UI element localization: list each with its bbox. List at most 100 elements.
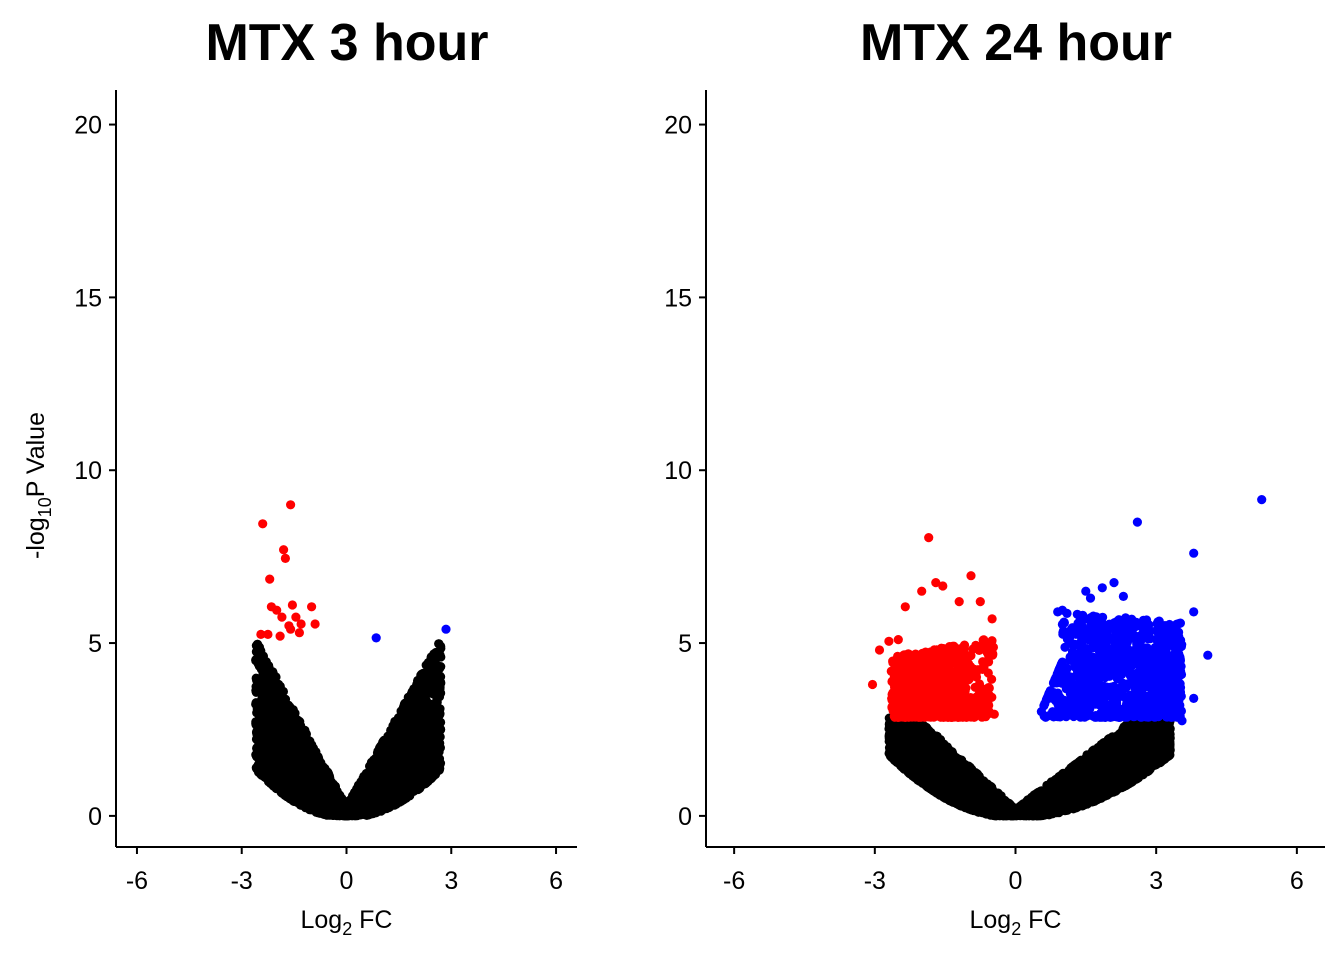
point-ns [329, 786, 339, 796]
x-axis-label: Log2 FC [300, 906, 392, 939]
point-ns [419, 733, 429, 743]
point-ns [391, 730, 401, 740]
point-ns [392, 742, 402, 752]
panel-title: MTX 3 hour [205, 14, 488, 72]
x-tick-label: 0 [340, 867, 354, 895]
point-ns [252, 639, 263, 650]
point-down [296, 619, 306, 629]
point-ns [376, 750, 386, 760]
point-ns [410, 695, 420, 705]
point-ns [286, 734, 296, 744]
y-tick-label: 0 [88, 803, 102, 831]
point-ns [268, 667, 278, 677]
point-ns [382, 798, 392, 808]
point-ns [312, 772, 322, 782]
point-ns [297, 738, 307, 748]
point-ns [284, 770, 294, 781]
point-ns [426, 669, 436, 679]
point-ns [407, 687, 417, 697]
point-ns [305, 791, 315, 802]
point-ns [270, 747, 280, 757]
point-down [263, 629, 273, 640]
point-ns [336, 808, 346, 818]
point-ns [266, 689, 276, 699]
point-ns [337, 796, 347, 806]
point-down [275, 631, 285, 641]
x-tick-label: -6 [126, 867, 148, 895]
point-ns [307, 740, 317, 750]
point-ns [401, 707, 412, 717]
point-ns [436, 662, 446, 672]
point-ns [294, 724, 304, 735]
point-ns [269, 713, 279, 723]
point-ns [347, 796, 357, 806]
y-tick-label: 10 [74, 457, 102, 485]
point-ns [274, 679, 284, 690]
point-ns [311, 751, 321, 761]
point-ns [405, 764, 415, 774]
point-ns [279, 758, 289, 768]
point-ns [257, 658, 267, 668]
point-ns [421, 678, 431, 688]
point-down [258, 519, 268, 529]
point-down [286, 500, 296, 510]
point-ns [428, 768, 438, 779]
y-tick-label: 20 [74, 112, 102, 140]
point-ns [392, 757, 402, 768]
x-tick-label: -3 [231, 867, 253, 895]
point-ns [435, 671, 445, 681]
point-ns [391, 795, 401, 805]
point-ns [373, 801, 383, 811]
point-down [294, 628, 304, 638]
point-down [277, 612, 287, 622]
point-ns [375, 761, 385, 772]
point-ns [369, 773, 379, 783]
point-ns [425, 699, 435, 709]
point-ns [251, 673, 261, 683]
point-ns [433, 737, 443, 748]
y-tick-label: 15 [74, 284, 102, 312]
point-ns [384, 743, 394, 753]
point-ns [274, 697, 284, 707]
point-down [310, 619, 320, 629]
point-ns [432, 689, 442, 699]
point-ns [419, 719, 429, 729]
point-down [279, 545, 289, 555]
point-down [286, 624, 296, 634]
point-up [371, 633, 381, 643]
point-ns [280, 723, 290, 733]
point-ns [301, 803, 311, 813]
point-ns [254, 685, 264, 696]
y-axis-label: -log10P Value [22, 412, 55, 559]
point-ns [320, 806, 330, 816]
point-ns [406, 755, 416, 765]
point-down [265, 574, 275, 584]
x-tick-label: 6 [549, 867, 563, 895]
point-ns [436, 641, 446, 652]
point-ns [406, 715, 416, 725]
point-ns [410, 707, 420, 717]
point-ns [293, 791, 303, 801]
point-ns [428, 656, 438, 667]
data-points [251, 500, 451, 821]
point-ns [414, 780, 425, 790]
point-ns [401, 731, 411, 742]
point-ns [435, 650, 445, 660]
panel-title: MTX 24 hour [860, 14, 1172, 72]
point-ns [315, 782, 325, 792]
point-down [287, 600, 297, 610]
point-ns [359, 775, 369, 785]
point-ns [353, 785, 363, 795]
point-ns [394, 778, 404, 789]
point-ns [277, 788, 287, 798]
y-tick-label: 5 [88, 630, 102, 658]
point-ns [264, 724, 275, 735]
point-ns [315, 759, 326, 769]
point-ns [271, 737, 281, 747]
point-ns [357, 807, 367, 818]
point-ns [264, 702, 274, 712]
point-down [307, 602, 317, 612]
